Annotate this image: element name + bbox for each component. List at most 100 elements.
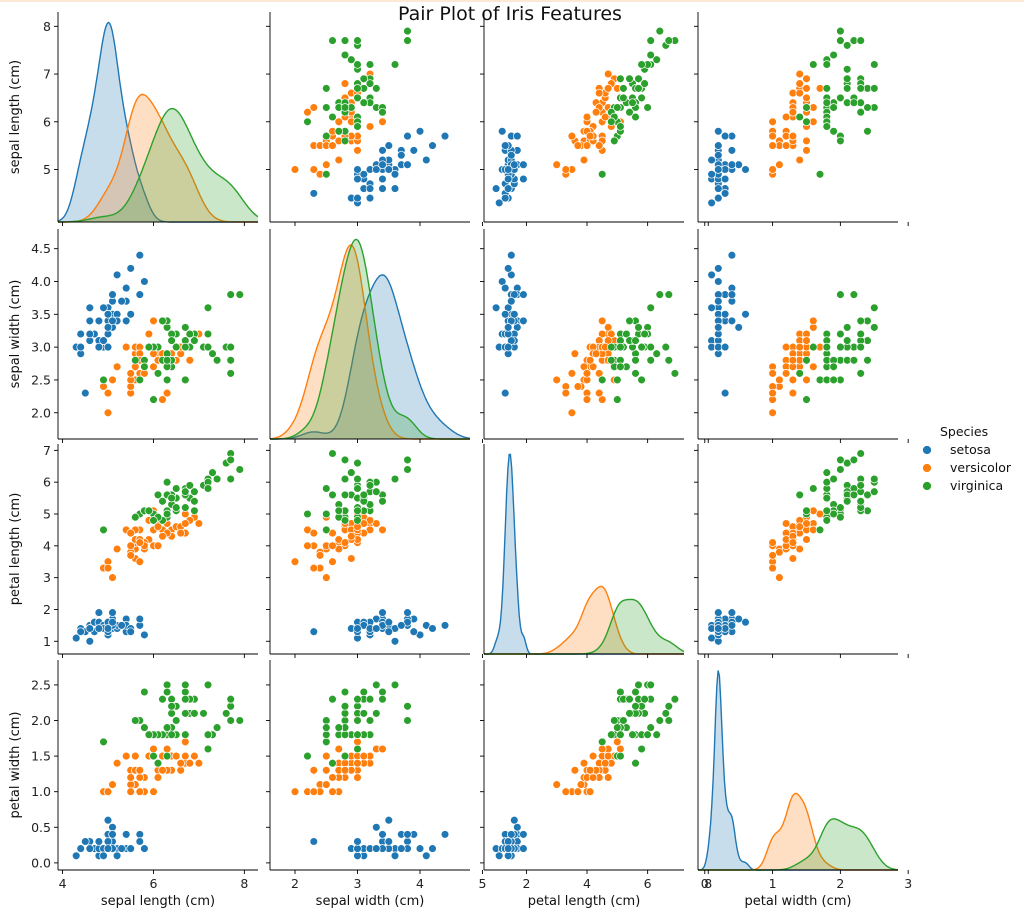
point-virginica xyxy=(181,680,190,690)
point-virginica xyxy=(613,395,622,404)
point-setosa xyxy=(734,323,743,332)
point-setosa xyxy=(491,303,501,313)
point-versicolor xyxy=(802,93,811,103)
point-virginica xyxy=(795,490,804,500)
point-setosa xyxy=(403,160,412,169)
point-virginica xyxy=(640,329,649,339)
point-setosa xyxy=(497,127,507,136)
point-virginica xyxy=(607,342,616,352)
point-virginica xyxy=(631,758,640,768)
point-setosa xyxy=(85,329,95,339)
point-virginica xyxy=(836,342,845,352)
point-setosa xyxy=(727,160,737,169)
point-setosa xyxy=(500,283,510,293)
point-virginica xyxy=(631,112,640,122)
point-virginica xyxy=(856,36,865,45)
point-virginica xyxy=(403,465,412,474)
point-virginica xyxy=(328,449,337,458)
point-versicolor xyxy=(768,117,777,127)
point-virginica xyxy=(322,509,331,519)
point-virginica xyxy=(226,474,235,484)
point-virginica xyxy=(322,730,331,739)
point-virginica xyxy=(822,477,832,487)
point-virginica xyxy=(99,525,108,535)
point-virginica xyxy=(631,369,640,378)
point-virginica xyxy=(643,103,652,112)
point-virginica xyxy=(322,716,331,725)
point-versicolor xyxy=(775,160,784,169)
point-versicolor xyxy=(802,136,811,146)
point-setosa xyxy=(85,316,95,326)
point-versicolor xyxy=(585,766,595,775)
kde-line-versicolor xyxy=(58,93,258,223)
point-versicolor xyxy=(126,551,135,560)
point-virginica xyxy=(144,730,154,739)
point-virginica xyxy=(856,481,865,490)
point-virginica xyxy=(322,737,331,747)
point-virginica xyxy=(634,323,643,332)
x-axis-label: sepal length (cm) xyxy=(101,894,215,909)
legend-label-setosa: setosa xyxy=(950,442,991,457)
y-tick-label: 4 xyxy=(43,538,51,553)
point-virginica xyxy=(131,356,140,365)
x-tick-label: 2 xyxy=(291,876,299,891)
point-versicolor xyxy=(585,131,595,141)
point-virginica xyxy=(403,455,412,465)
point-virginica xyxy=(607,117,616,127)
point-setosa xyxy=(99,303,108,313)
point-virginica xyxy=(171,342,181,352)
point-virginica xyxy=(795,112,804,122)
point-virginica xyxy=(158,497,167,506)
x-tick-label: 5 xyxy=(479,876,487,891)
point-virginica xyxy=(212,356,222,365)
point-virginica xyxy=(171,484,181,493)
point-versicolor xyxy=(775,547,784,557)
point-versicolor xyxy=(603,773,613,782)
point-virginica xyxy=(619,716,628,725)
point-virginica xyxy=(340,687,350,697)
point-virginica xyxy=(646,50,655,60)
x-axis-label: petal width (cm) xyxy=(745,894,852,909)
point-versicolor xyxy=(328,141,337,150)
point-virginica xyxy=(226,342,235,352)
point-virginica xyxy=(652,349,661,358)
point-versicolor xyxy=(775,573,784,582)
point-virginica xyxy=(403,716,412,725)
point-setosa xyxy=(714,193,723,203)
point-virginica xyxy=(340,103,350,112)
point-setosa xyxy=(94,624,104,633)
point-virginica xyxy=(616,122,625,131)
point-setosa xyxy=(117,296,126,306)
point-virginica xyxy=(809,60,818,69)
point-virginica xyxy=(365,694,375,704)
point-virginica xyxy=(353,694,362,704)
point-versicolor xyxy=(303,541,312,551)
point-setosa xyxy=(135,250,145,260)
panel-grid: 5 6 7 8 sepal length (cm) 2.0 2.5 3.0 3.5 4.0 4.5 s… xyxy=(8,12,912,909)
point-versicolor xyxy=(768,369,777,378)
point-versicolor xyxy=(585,356,595,365)
y-tick-label: 8 xyxy=(43,19,51,34)
point-setosa xyxy=(94,837,104,846)
point-virginica xyxy=(802,356,811,365)
point-setosa xyxy=(126,310,135,319)
point-setosa xyxy=(121,283,131,293)
kde-fill-versicolor xyxy=(698,793,898,870)
y-tick-label: 4.5 xyxy=(31,241,51,256)
point-versicolor xyxy=(365,122,375,131)
point-virginica xyxy=(203,744,213,754)
point-virginica xyxy=(190,336,199,345)
point-setosa xyxy=(85,624,95,633)
point-virginica xyxy=(353,744,362,754)
point-setosa xyxy=(500,388,510,398)
point-versicolor xyxy=(126,773,135,782)
point-virginica xyxy=(856,342,865,352)
point-setosa xyxy=(714,264,723,273)
point-setosa xyxy=(103,837,113,846)
point-setosa xyxy=(372,624,381,633)
y-axis-label: sepal length (cm) xyxy=(8,60,23,174)
point-virginica xyxy=(664,36,674,45)
point-setosa xyxy=(372,844,381,853)
top-accent-strip xyxy=(0,0,1024,2)
point-virginica xyxy=(836,512,845,522)
